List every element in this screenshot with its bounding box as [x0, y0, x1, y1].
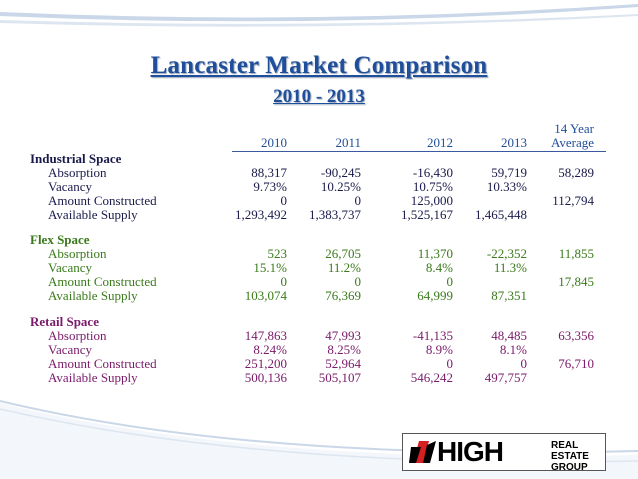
- company-logo: HIGH REAL ESTATE GROUP: [402, 433, 606, 473]
- logo-word: HIGH: [437, 436, 504, 467]
- table-cell-v2011: 0: [354, 193, 362, 208]
- table-cell-v2013: 0: [520, 356, 528, 371]
- table-cell-v2012: 0: [446, 274, 454, 289]
- table-cell-avg: 11,855: [558, 246, 594, 261]
- table-cell-v2013: 11.3%: [493, 260, 527, 275]
- row-label: Available Supply: [48, 207, 138, 222]
- row-label: Vacancy: [48, 260, 93, 275]
- header-underline: [232, 151, 606, 152]
- row-label: Vacancy: [48, 179, 93, 194]
- logo-tagline-line2: GROUP: [551, 462, 588, 473]
- table-cell-v2010: 251,200: [244, 356, 287, 371]
- column-header-2011: 2011: [335, 135, 361, 150]
- page-subtitle: 2010 - 2013: [273, 86, 365, 107]
- row-label: Amount Constructed: [48, 193, 157, 208]
- table-cell-v2011: 26,705: [325, 246, 361, 261]
- table-cell-v2011: 0: [354, 274, 362, 289]
- table-cell-v2010: 500,136: [244, 370, 287, 385]
- table-cell-v2012: 8.9%: [425, 342, 453, 357]
- column-header-2012: 2012: [427, 135, 453, 150]
- row-label: Amount Constructed: [48, 356, 157, 371]
- table-cell-v2010: 0: [280, 193, 288, 208]
- table-cell-v2012: -16,430: [412, 165, 453, 180]
- table-cell-v2011: 52,964: [325, 356, 361, 371]
- table-cell-v2012: 11,370: [417, 246, 453, 261]
- column-header-avg-line2: Average: [550, 135, 594, 150]
- table-cell-v2010: 103,074: [244, 288, 287, 303]
- table-cell-v2010: 8.24%: [253, 342, 287, 357]
- logo-tagline-line1: REAL ESTATE: [551, 440, 589, 462]
- table-cell-v2011: 505,107: [318, 370, 361, 385]
- row-label: Absorption: [48, 165, 107, 180]
- table-cell-v2010: 1,293,492: [235, 207, 287, 222]
- table-cell-v2013: 87,351: [491, 288, 527, 303]
- table-cell-v2013: 10.33%: [486, 179, 527, 194]
- table-cell-v2011: -90,245: [320, 165, 361, 180]
- table-cell-v2013: 8.1%: [499, 342, 527, 357]
- section-title-industrial: Industrial Space: [30, 151, 122, 166]
- table-cell-v2011: 1,383,737: [309, 207, 361, 222]
- table-cell-v2012: 125,000: [410, 193, 453, 208]
- section-title-flex: Flex Space: [30, 232, 90, 247]
- table-cell-v2010: 0: [280, 274, 288, 289]
- table-cell-v2010: 88,317: [251, 165, 287, 180]
- table-cell-v2010: 9.73%: [253, 179, 287, 194]
- table-cell-v2012: 0: [446, 356, 454, 371]
- table-cell-v2010: 15.1%: [253, 260, 287, 275]
- table-cell-v2013: 1,465,448: [475, 207, 527, 222]
- row-label: Absorption: [48, 246, 107, 261]
- row-label: Available Supply: [48, 288, 138, 303]
- logo-mark-icon: [409, 441, 436, 463]
- table-cell-v2011: 47,993: [325, 328, 361, 343]
- column-header-2010: 2010: [261, 135, 287, 150]
- table-cell-v2013: 59,719: [491, 165, 527, 180]
- logo-tagline: REAL ESTATE GROUP: [551, 440, 605, 473]
- table-cell-v2011: 8.25%: [327, 342, 361, 357]
- table-cell-v2012: 8.4%: [425, 260, 453, 275]
- page-title: Lancaster Market Comparison: [150, 52, 488, 79]
- column-header-2013: 2013: [501, 135, 527, 150]
- table-cell-v2010: 523: [267, 246, 288, 261]
- table-cell-v2011: 10.25%: [320, 179, 361, 194]
- table-cell-avg: 17,845: [558, 274, 594, 289]
- table-cell-v2013: 48,485: [491, 328, 527, 343]
- table-cell-avg: 76,710: [558, 356, 594, 371]
- table-cell-v2011: 76,369: [325, 288, 361, 303]
- table-cell-v2012: 1,525,167: [401, 207, 453, 222]
- table-cell-v2013: 497,757: [484, 370, 527, 385]
- table-cell-v2012: 64,999: [417, 288, 453, 303]
- table-cell-avg: 63,356: [558, 328, 594, 343]
- row-label: Available Supply: [48, 370, 138, 385]
- table-cell-v2013: -22,352: [486, 246, 527, 261]
- row-label: Absorption: [48, 328, 107, 343]
- table-cell-avg: 112,794: [552, 193, 594, 208]
- table-cell-v2012: -41,135: [412, 328, 453, 343]
- column-header-avg-line1: 14 Year: [554, 121, 594, 136]
- row-label: Amount Constructed: [48, 274, 157, 289]
- top-decoration: [0, 4, 638, 27]
- row-label: Vacancy: [48, 342, 93, 357]
- table-cell-v2010: 147,863: [244, 328, 287, 343]
- section-title-retail: Retail Space: [30, 314, 99, 329]
- table-cell-v2012: 10.75%: [412, 179, 453, 194]
- table-cell-avg: 58,289: [558, 165, 594, 180]
- table-cell-v2011: 11.2%: [327, 260, 361, 275]
- table-cell-v2012: 546,242: [410, 370, 453, 385]
